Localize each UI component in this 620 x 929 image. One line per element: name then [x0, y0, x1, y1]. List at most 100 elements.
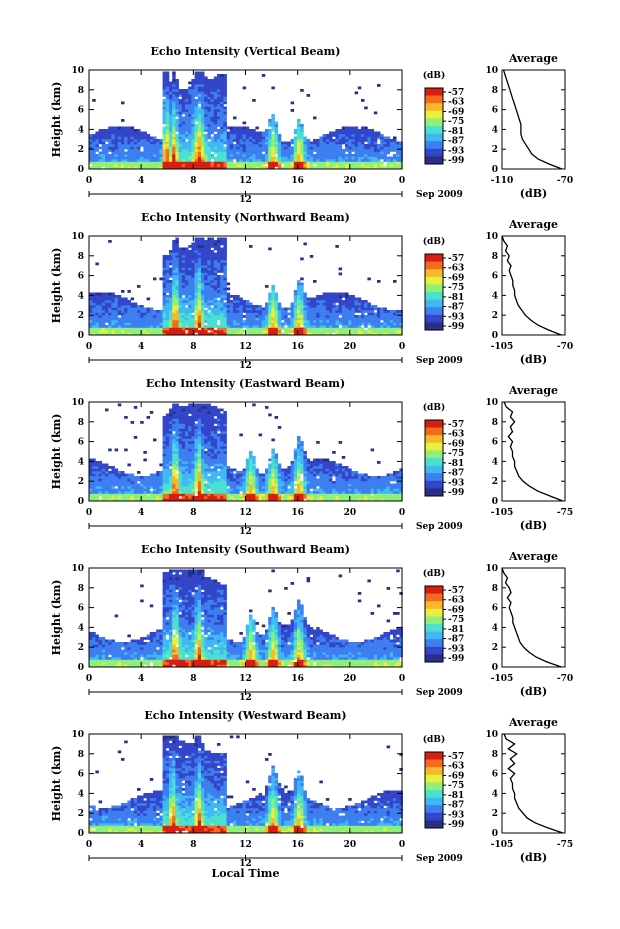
heatmap-cell	[217, 305, 221, 308]
heatmap-cell	[335, 159, 339, 162]
heatmap-cell	[185, 496, 189, 499]
heatmap-cell	[201, 322, 205, 326]
heatmap-cell	[210, 478, 215, 482]
heatmap-cell	[95, 146, 99, 150]
heatmap-cell	[140, 483, 144, 487]
heatmap-cell	[188, 476, 192, 479]
heatmap-cell	[124, 332, 128, 336]
heatmap-cell	[178, 151, 183, 155]
heatmap-cell	[178, 411, 183, 414]
heatmap-cell	[265, 166, 269, 170]
heatmap-cell	[332, 307, 336, 311]
heatmap-cell	[322, 300, 327, 303]
heatmap-cell	[92, 317, 96, 321]
heatmap-cell	[143, 498, 147, 502]
heatmap-cell	[210, 428, 215, 432]
heatmap-cell	[220, 443, 224, 447]
heatmap-cell	[348, 146, 352, 150]
heatmap-cell	[261, 310, 266, 313]
heatmap-cell	[178, 438, 183, 442]
heatmap-cell	[233, 164, 237, 167]
heatmap-cell	[242, 315, 247, 318]
heatmap-cell	[197, 473, 202, 477]
heatmap-cell	[313, 332, 317, 336]
heatmap	[89, 237, 403, 336]
heatmap-cell	[204, 270, 208, 273]
heatmap-cell	[101, 144, 106, 147]
heatmap-cell	[217, 245, 221, 248]
heatmap-cell	[271, 121, 275, 125]
heatmap-cell	[213, 287, 218, 291]
heatmap-cell	[121, 136, 125, 140]
heatmap-cell	[146, 327, 151, 331]
heatmap-cell	[268, 295, 272, 298]
heatmap-cell	[268, 292, 272, 296]
heatmap-cell	[284, 322, 288, 326]
heatmap-cell	[322, 302, 327, 306]
heatmap-cell	[111, 129, 115, 132]
heatmap-cell	[210, 488, 215, 492]
heatmap-cell	[172, 332, 176, 336]
heatmap-cell	[223, 99, 227, 102]
heatmap-cell	[108, 483, 112, 487]
x-tick-label: 4	[138, 342, 144, 352]
heatmap-cell	[169, 498, 173, 502]
heatmap-cell	[316, 149, 320, 152]
heatmap-cell	[297, 131, 301, 135]
colorbar-tick-label: -69	[448, 273, 464, 283]
heatmap-cell	[89, 481, 93, 484]
heatmap-cell	[325, 305, 330, 308]
heatmap-cell	[383, 315, 387, 318]
heatmap-cell	[159, 325, 163, 328]
heatmap-cell	[92, 99, 96, 102]
heatmap-cell	[204, 443, 208, 447]
colorbar-segment	[425, 318, 443, 321]
heatmap-cell	[255, 332, 259, 336]
heatmap-cell	[191, 270, 195, 273]
heatmap-cell	[162, 421, 167, 424]
heatmap-cell	[111, 159, 115, 162]
heatmap-cell	[207, 441, 211, 444]
heatmap-cell	[191, 86, 195, 90]
heatmap-cell	[153, 141, 157, 145]
heatmap-cell	[194, 483, 199, 487]
heatmap-cell	[181, 468, 186, 472]
heatmap-cell	[357, 300, 362, 303]
heatmap-cell	[207, 307, 211, 311]
heatmap-cell	[281, 156, 285, 160]
heatmap-cell	[357, 139, 362, 142]
heatmap-cell	[377, 136, 381, 140]
heatmap-cell	[261, 164, 266, 167]
heatmap-cell	[114, 498, 119, 502]
heatmap-cell	[329, 300, 333, 303]
heatmap-cell	[105, 471, 109, 474]
heatmap-cell	[185, 134, 189, 137]
heatmap-cell	[185, 124, 189, 127]
heatmap-cell	[210, 413, 215, 417]
heatmap-cell	[399, 310, 403, 313]
heatmap-cell	[194, 151, 199, 155]
heatmap-cell	[98, 164, 103, 167]
heatmap-cell	[108, 156, 112, 160]
heatmap-cell	[261, 159, 266, 162]
heatmap-cell	[185, 119, 189, 122]
heatmap-cell	[197, 149, 202, 152]
heatmap-cell	[309, 327, 314, 331]
heatmap-cell	[130, 159, 135, 162]
heatmap-cell	[271, 151, 275, 155]
heatmap-cell	[297, 149, 301, 152]
heatmap-cell	[204, 498, 208, 502]
heatmap-cell	[220, 136, 224, 140]
heatmap-cell	[361, 300, 365, 303]
heatmap-cell	[191, 320, 195, 323]
heatmap-cell	[306, 300, 311, 303]
heatmap-cell	[201, 267, 205, 271]
heatmap-cell	[345, 315, 349, 318]
heatmap-cell	[159, 320, 163, 323]
heatmap-cell	[156, 330, 160, 333]
heatmap-cell	[111, 312, 115, 316]
heatmap-cell	[175, 104, 179, 107]
heatmap-cell	[175, 476, 179, 479]
heatmap-cell	[393, 156, 397, 160]
heatmap-cell	[156, 488, 160, 492]
